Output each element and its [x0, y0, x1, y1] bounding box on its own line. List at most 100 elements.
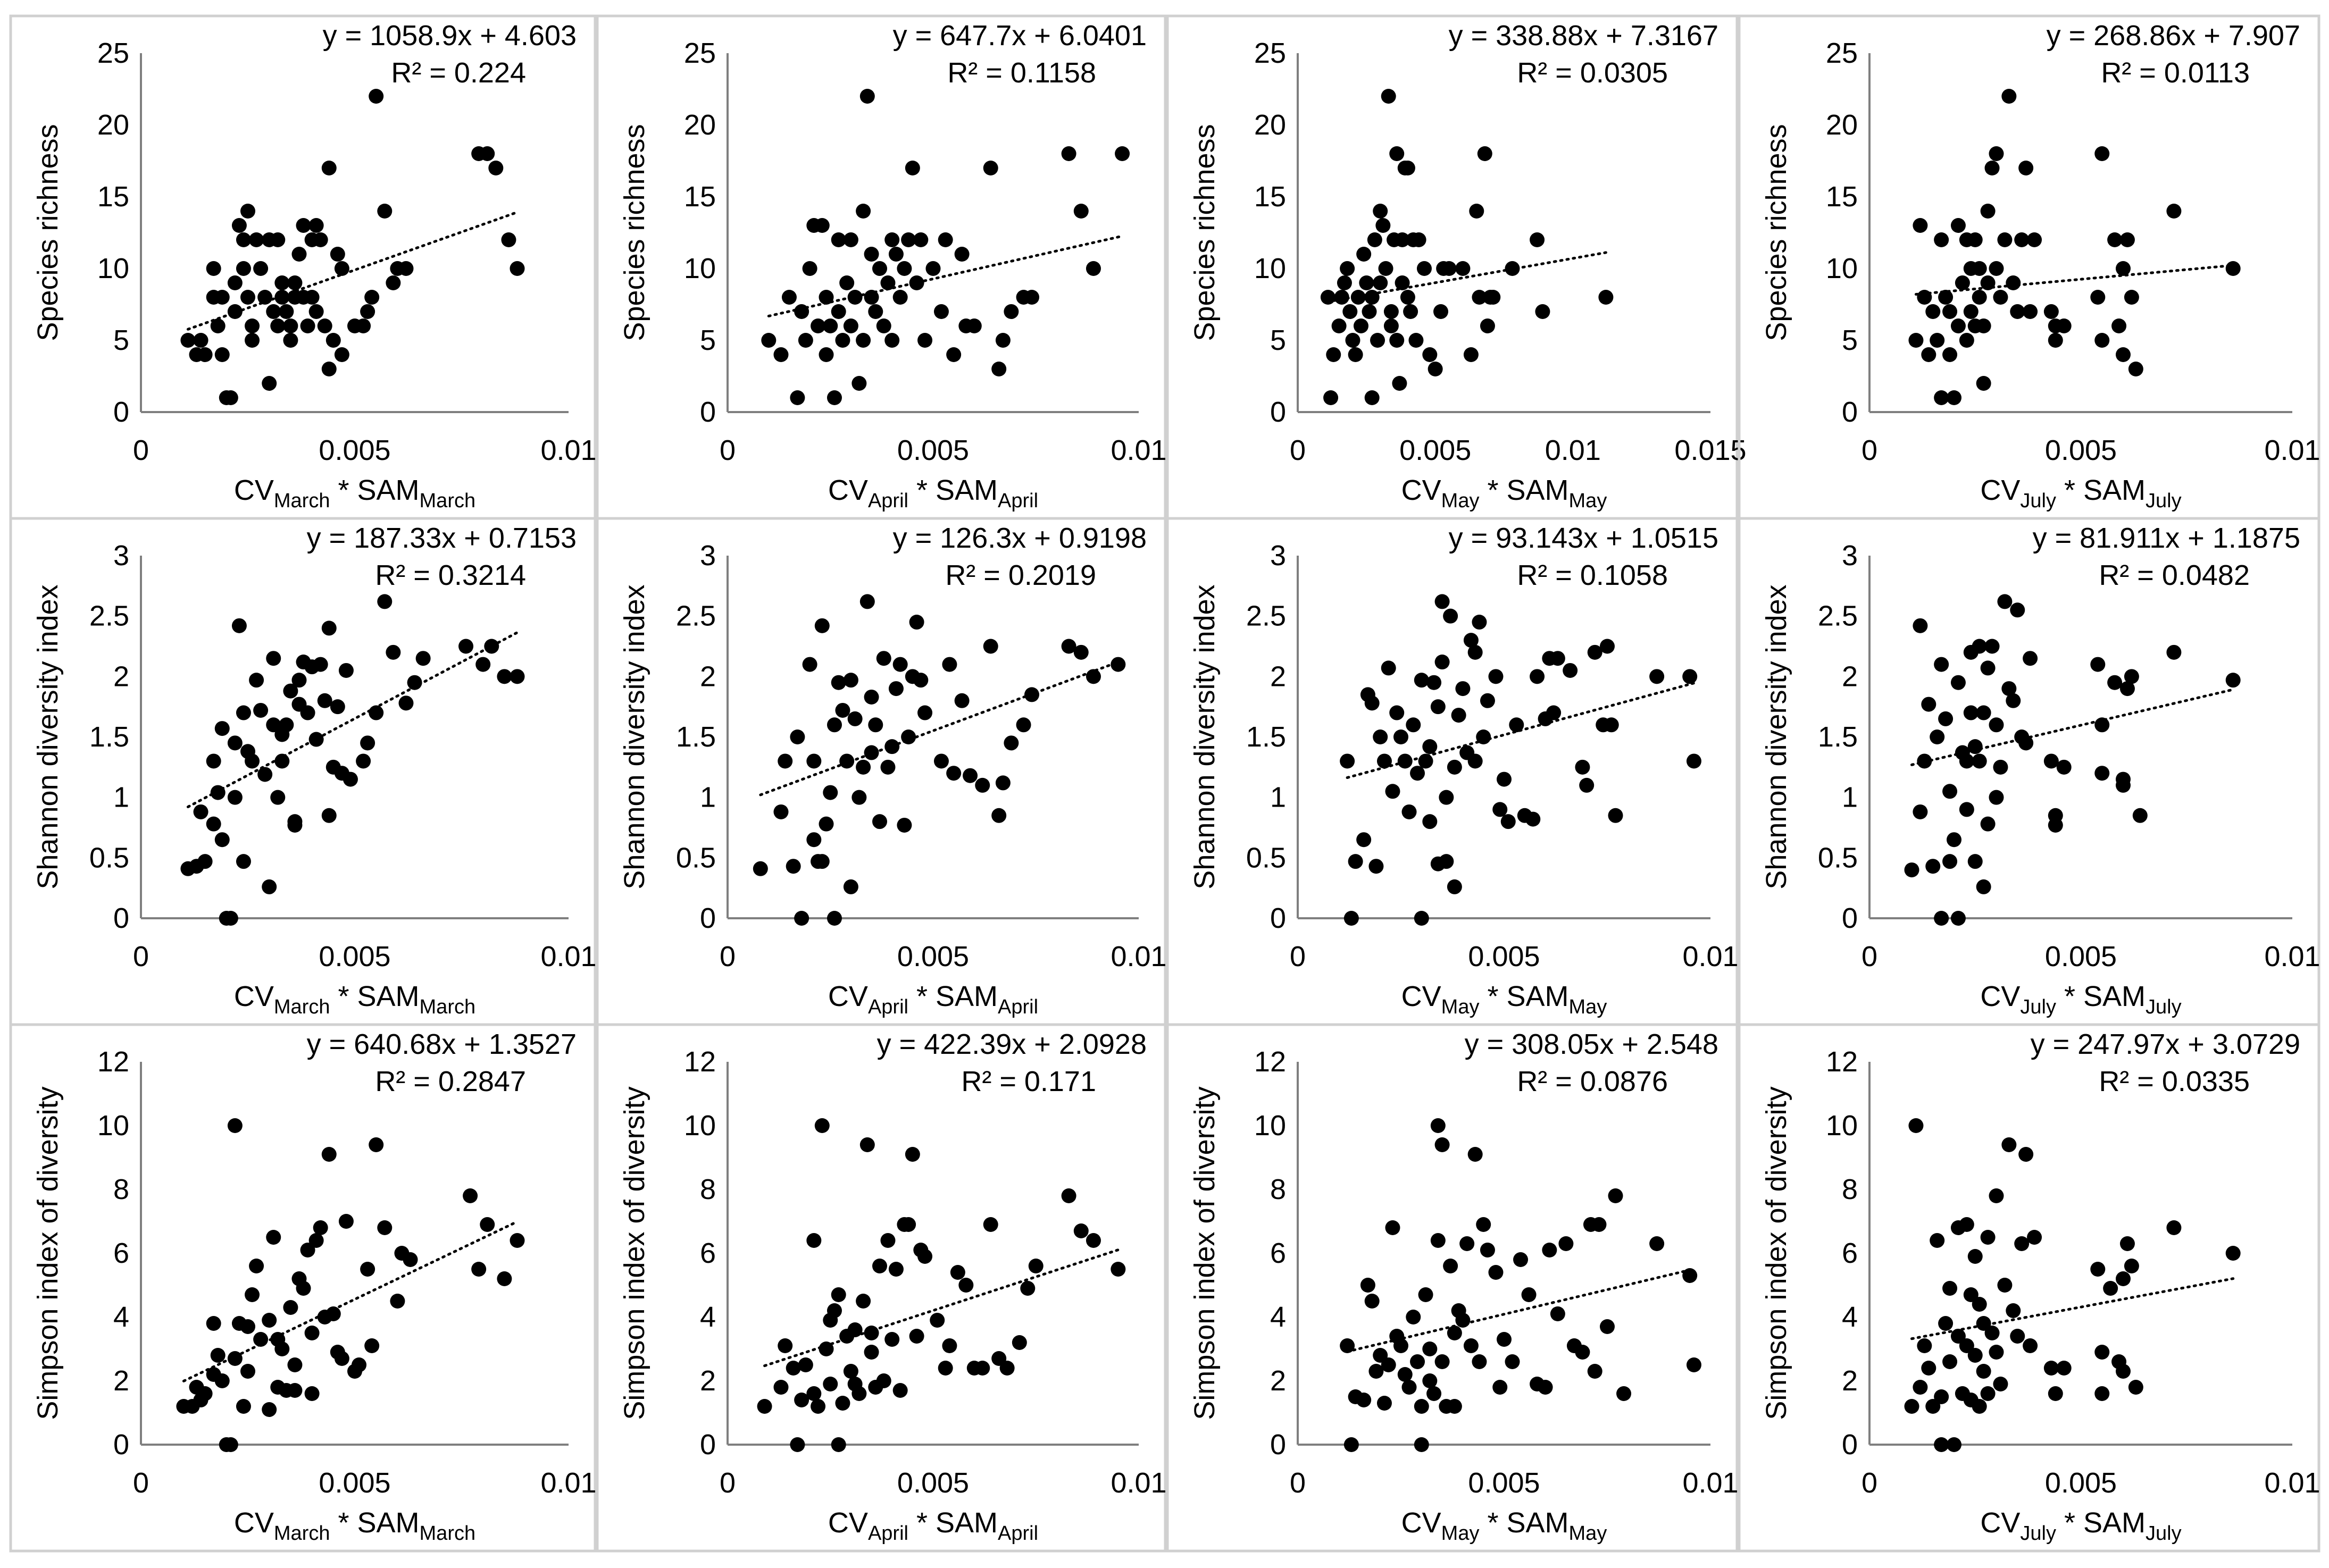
- data-point: [773, 804, 789, 819]
- data-point: [1401, 804, 1417, 819]
- data-point: [321, 362, 337, 376]
- panel-border: [1166, 1023, 1739, 1553]
- data-point: [888, 681, 904, 697]
- data-point: [1942, 1281, 1958, 1296]
- data-point: [352, 1357, 367, 1372]
- data-point: [2094, 146, 2110, 161]
- data-point: [917, 1249, 933, 1264]
- data-point: [1989, 717, 2004, 733]
- x-tick-label: 0.01: [1111, 1467, 1166, 1499]
- data-point: [1984, 161, 2000, 175]
- data-point: [790, 1437, 805, 1452]
- data-point: [223, 1437, 238, 1452]
- data-point: [2043, 753, 2059, 769]
- x-axis-label: CVMay * SAMMay: [1401, 980, 1607, 1018]
- y-tick-label: 25: [1826, 37, 1858, 69]
- y-tick-label: 2: [1842, 660, 1858, 692]
- data-point: [991, 362, 1007, 376]
- data-point: [291, 247, 307, 262]
- data-point: [2128, 362, 2143, 376]
- y-tick-label: 20: [684, 109, 716, 141]
- data-point: [1950, 318, 1966, 333]
- data-point: [338, 663, 354, 678]
- data-point: [274, 1341, 290, 1356]
- data-point: [1414, 673, 1429, 688]
- data-point: [1422, 1373, 1438, 1388]
- data-point: [236, 854, 251, 869]
- data-point: [497, 1271, 512, 1286]
- data-point: [2001, 1137, 2017, 1152]
- trendline-equation: y = 1058.9x + 4.603: [323, 20, 577, 52]
- data-point: [1921, 1361, 1936, 1376]
- y-tick-label: 8: [113, 1173, 129, 1205]
- data-point: [2166, 204, 2182, 219]
- data-point: [843, 318, 858, 333]
- x-axis-label: CVMay * SAMMay: [1401, 474, 1607, 512]
- data-point: [321, 161, 337, 175]
- data-point: [1608, 808, 1623, 823]
- data-point: [2056, 318, 2072, 333]
- data-point: [1587, 644, 1602, 660]
- data-point: [786, 859, 801, 874]
- data-point: [859, 89, 875, 104]
- y-tick-label: 4: [1270, 1301, 1286, 1333]
- data-point: [1376, 1396, 1392, 1411]
- data-point: [180, 333, 196, 348]
- x-tick-label: 0.005: [897, 941, 969, 972]
- data-point: [488, 161, 504, 175]
- data-point: [369, 89, 384, 104]
- data-point: [839, 753, 855, 769]
- y-tick-label: 20: [97, 109, 129, 141]
- x-label-sam-subscript: May: [1569, 1522, 1607, 1545]
- data-point: [2111, 318, 2127, 333]
- data-point: [1467, 644, 1483, 660]
- y-tick-label: 10: [1826, 253, 1858, 284]
- data-point: [781, 290, 797, 305]
- data-point: [1472, 615, 1487, 630]
- y-axis-label: Simpson index of diversity: [32, 1086, 64, 1420]
- trendline: [763, 1248, 1120, 1368]
- x-label-sam: SAM: [2083, 980, 2146, 1012]
- data-point: [975, 1361, 990, 1376]
- data-point: [501, 232, 516, 247]
- data-point: [1538, 1380, 1553, 1395]
- data-point: [1913, 618, 1928, 633]
- x-label-sam-subscript: July: [2146, 996, 2182, 1018]
- data-point: [958, 1278, 974, 1293]
- data-point: [2018, 735, 2034, 751]
- data-point: [214, 290, 230, 305]
- data-point: [1348, 854, 1363, 869]
- x-label-cv-subscript: April: [868, 490, 908, 512]
- data-point: [308, 304, 324, 319]
- data-point: [794, 304, 809, 319]
- data-point: [369, 705, 384, 720]
- r-squared-label: R² = 0.0113: [2101, 57, 2250, 89]
- x-label-cv-subscript: May: [1441, 996, 1480, 1018]
- x-tick-label: 0: [1861, 1467, 1877, 1499]
- data-point: [231, 618, 247, 633]
- data-point: [1020, 1281, 1036, 1296]
- data-point: [909, 615, 924, 630]
- data-point: [1938, 290, 1954, 305]
- data-point: [2006, 1303, 2021, 1318]
- x-tick-label: 0.005: [2045, 941, 2117, 972]
- data-point: [1451, 708, 1466, 723]
- data-point: [1381, 1357, 1396, 1372]
- y-tick-label: 1: [1270, 782, 1286, 814]
- data-point: [197, 347, 213, 362]
- data-point: [1976, 1316, 1991, 1331]
- data-point: [859, 1137, 875, 1152]
- y-tick-label: 0.5: [89, 842, 129, 874]
- data-point: [864, 1326, 879, 1340]
- data-point: [317, 693, 332, 708]
- data-point: [1955, 275, 1970, 290]
- y-tick-label: 6: [1270, 1237, 1286, 1269]
- chart-panel: 0 5 10 15 20 25 0 0.005 0.01 0.015 Species richnes…: [1166, 14, 1747, 520]
- data-point: [2010, 602, 2025, 618]
- data-point: [966, 318, 982, 333]
- data-point: [1600, 1319, 1615, 1334]
- data-point: [1004, 735, 1019, 751]
- data-point: [308, 732, 324, 747]
- data-point: [321, 621, 337, 636]
- y-tick-label: 25: [1254, 37, 1286, 69]
